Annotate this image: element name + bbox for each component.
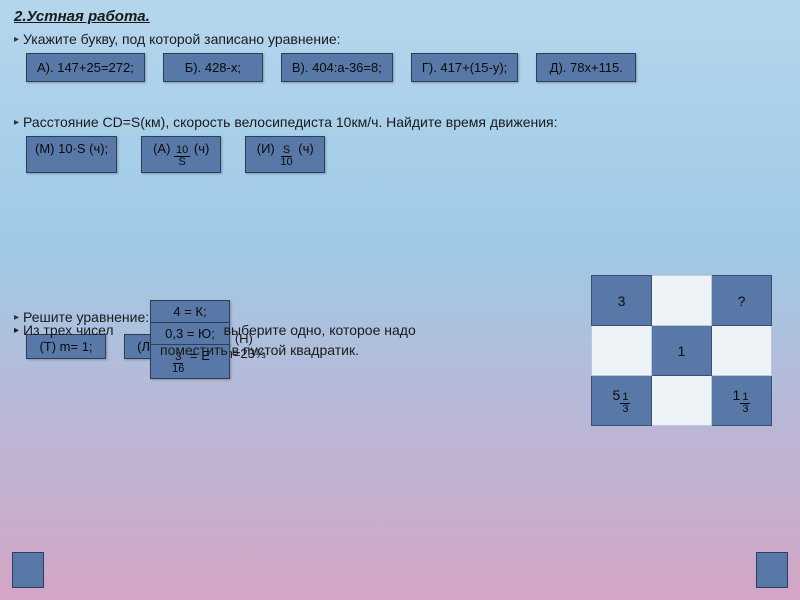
q2-prompt: Расстояние СD=S(км), скорость велосипеди…: [0, 108, 800, 136]
q2-opt-m[interactable]: (М) 10·S (ч);: [26, 136, 117, 173]
q3-opt-k[interactable]: 4 = К;: [150, 300, 230, 323]
grid-2-2: 113: [712, 376, 772, 426]
grid-0-0: 3: [592, 276, 652, 326]
grid-1-1: 1: [652, 326, 712, 376]
grid-2-0: 513: [592, 376, 652, 426]
q1-options: А). 147+25=272; Б). 428-x; В). 404:a-36=…: [0, 53, 800, 82]
q3-text-c: поместить в пустой квадратик.: [0, 342, 416, 358]
nav-prev-button[interactable]: [12, 552, 44, 588]
arrow-left-icon: [17, 556, 39, 584]
nav-next-button[interactable]: [756, 552, 788, 588]
q3-prompt: Из трех чисел выберите одно, которое над…: [0, 322, 416, 358]
q1-opt-a[interactable]: А). 147+25=272;: [26, 53, 145, 82]
q2-opt-a[interactable]: (А) 10S (ч): [141, 136, 221, 173]
section-title: 2.Устная работа.: [0, 0, 800, 25]
q1-opt-g[interactable]: Г). 417+(15-y);: [411, 53, 518, 82]
grid-1-0: [592, 326, 652, 376]
q1-opt-v[interactable]: В). 404:a-36=8;: [281, 53, 393, 82]
grid-0-2[interactable]: ?: [712, 276, 772, 326]
q1-opt-b[interactable]: Б). 428-x;: [163, 53, 263, 82]
q2-opt-i[interactable]: (И) S10 (ч): [245, 136, 325, 173]
q2-i-suffix: (ч): [298, 141, 313, 156]
grid-0-1: [652, 276, 712, 326]
grid-2-1: [652, 376, 712, 426]
grid-1-2: [712, 326, 772, 376]
q2-options: (М) 10·S (ч); (А) 10S (ч) (И) S10 (ч): [0, 136, 800, 173]
q3-text-a: Из трех чисел: [23, 322, 114, 338]
q1-opt-d[interactable]: Д). 78x+115.: [536, 53, 636, 82]
q3-text-b: выберите одно, которое надо: [224, 322, 416, 338]
q2-a-suffix: (ч): [194, 141, 209, 156]
number-grid: 3 ? 1 513 113: [591, 275, 772, 426]
arrow-right-icon: [761, 556, 783, 584]
q1-prompt: Укажите букву, под которой записано урав…: [0, 25, 800, 53]
